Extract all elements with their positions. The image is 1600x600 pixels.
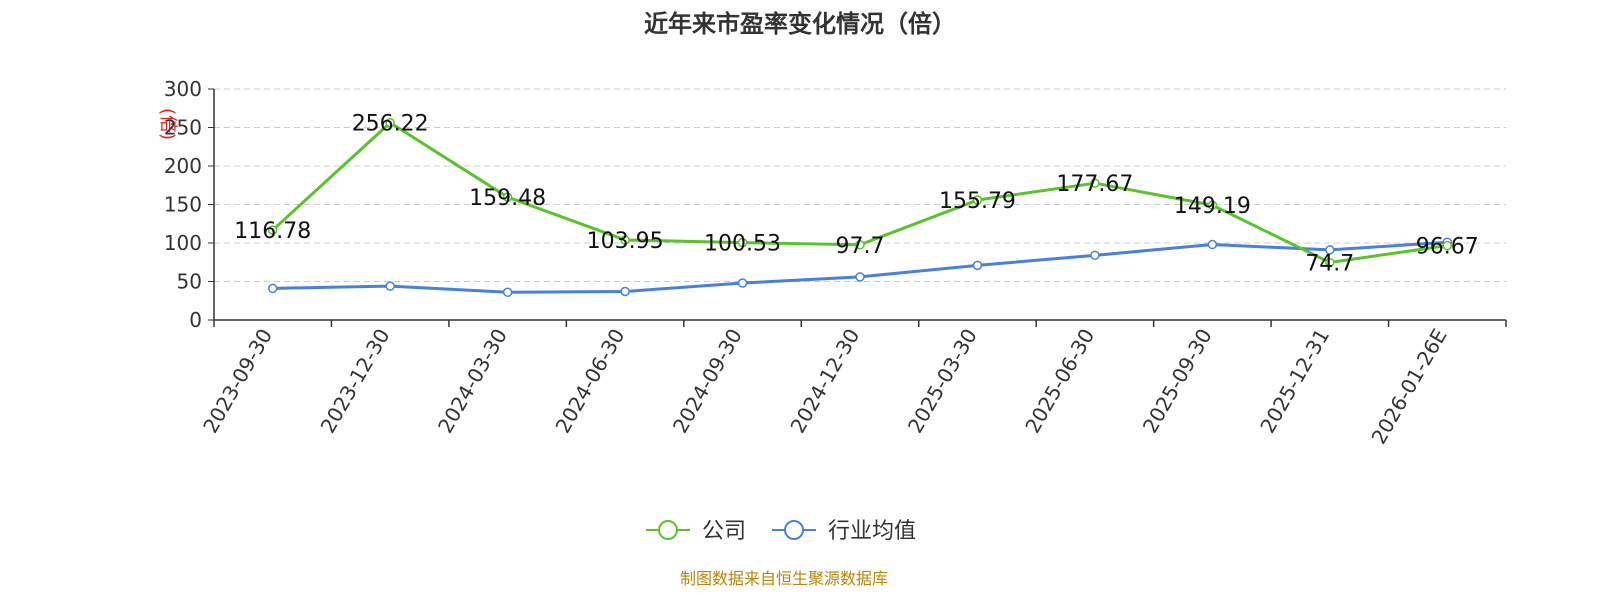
x-tick-label: 2025-12-31 [1255,325,1334,438]
y-tick-label: 150 [164,193,202,217]
data-point-0[interactable] [1090,178,1100,188]
x-tick-label: 2025-09-30 [1138,325,1217,438]
data-label: 116.78 [234,219,311,244]
series-lines [267,117,1453,298]
data-label: 256.22 [352,112,429,137]
y-axis-unit-label: (倍) [157,108,178,140]
y-tick-label: 250 [164,116,202,140]
y-tick-label: 50 [177,270,202,294]
legend-company-marker [658,520,678,540]
data-point-1[interactable] [737,278,748,288]
x-tick-label: 2023-09-30 [198,325,277,438]
legend-item-industry-average[interactable]: 行业均值 [772,519,916,544]
data-point-1[interactable] [502,287,513,298]
data-label: 103.95 [587,229,664,254]
data-label: 96.67 [1416,235,1479,260]
data-point-0[interactable] [385,117,395,128]
data-point-1[interactable] [855,272,865,282]
x-tick-label: 2025-06-30 [1020,325,1099,438]
data-point-0[interactable] [1207,200,1218,210]
y-tick-label: 200 [164,154,202,178]
data-point-0[interactable] [1442,240,1453,251]
data-point-0[interactable] [267,225,278,235]
data-point-1[interactable] [267,283,278,294]
x-tick-label: 2023-12-30 [316,325,395,438]
x-tick-label: 2024-09-30 [668,325,747,438]
legend[interactable]: 公司 行业均值 [646,519,916,544]
data-label: 74.7 [1305,251,1354,276]
data-label: 155.79 [939,189,1016,214]
data-label: 149.19 [1174,194,1251,219]
y-tick-label: 100 [164,231,202,255]
x-tick-label: 2024-06-30 [551,325,630,438]
y-tick-label: 300 [164,77,202,101]
data-point-1[interactable] [620,286,630,297]
data-label: 177.67 [1056,172,1133,197]
legend-industry-marker [784,520,804,540]
data-point-1[interactable] [1207,239,1218,250]
data-point-0[interactable] [737,237,748,248]
x-tick-label: 2025-03-30 [903,325,982,438]
x-tick-label: 2024-12-30 [785,325,864,438]
x-tick-label: 2026-01-26E [1366,325,1451,449]
data-point-0[interactable] [972,195,983,205]
data-source-note: 制图数据来自恒生聚源数据库 [680,569,888,588]
data-point-1[interactable] [385,281,395,291]
data-point-0[interactable] [620,235,630,245]
data-point-0[interactable] [502,192,513,202]
data-label: 159.48 [469,186,546,211]
data-label: 97.7 [836,234,885,259]
data-label: 100.53 [704,232,781,257]
data-point-1[interactable] [1325,245,1335,255]
data-point-1[interactable] [972,260,983,271]
data-labels: 116.78 256.22 159.48 103.95 100.53 97.7 155.79… [234,112,1479,277]
legend-company-label: 公司 [702,519,746,544]
data-point-1[interactable] [1090,250,1100,261]
legend-item-company[interactable]: 公司 [646,519,746,544]
data-point-0[interactable] [1325,257,1335,268]
legend-industry-label: 行业均值 [828,519,916,544]
data-point-0[interactable] [855,240,865,250]
x-tick-label: 2024-03-30 [433,325,512,438]
y-tick-label: 0 [189,308,202,332]
chart-title: 近年来市盈率变化情况（倍） [644,10,956,38]
